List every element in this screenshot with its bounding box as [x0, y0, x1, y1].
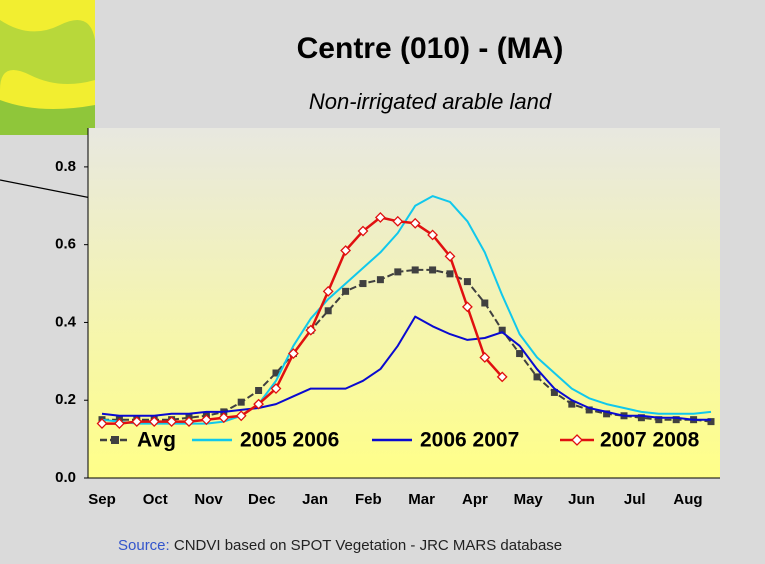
legend-label: 2005 2006	[240, 429, 339, 452]
plot-area	[88, 128, 720, 478]
x-tick-label: Feb	[355, 491, 382, 508]
source-text: CNDVI based on SPOT Vegetation - JRC MAR…	[174, 537, 562, 554]
marker	[325, 307, 332, 314]
chart-title: Centre (010) - (MA)	[297, 32, 564, 65]
marker	[481, 300, 488, 307]
source: Source: CNDVI based on SPOT Vegetation -…	[118, 537, 562, 554]
x-tick-label: May	[514, 491, 544, 508]
marker	[464, 278, 471, 285]
x-tick-label: Aug	[673, 491, 702, 508]
x-tick-label: Jan	[302, 491, 328, 508]
x-tick-label: Mar	[408, 491, 435, 508]
legend-label: 2007 2008	[600, 429, 700, 452]
legend-label: 2006 2007	[420, 429, 519, 452]
marker	[429, 266, 436, 273]
x-tick-label: Jun	[568, 491, 595, 508]
x-tick-label: Dec	[248, 491, 276, 508]
y-tick-label: 0.4	[55, 313, 77, 330]
chart: Centre (010) - (MA) Non-irrigated arable…	[0, 0, 765, 564]
marker	[534, 373, 541, 380]
marker	[412, 266, 419, 273]
page: {"chart_data": {"type": "line", "title":…	[0, 0, 765, 564]
legend-label: Avg	[137, 429, 176, 452]
source-label: Source:	[118, 537, 170, 554]
marker	[342, 288, 349, 295]
y-tick-label: 0.2	[55, 391, 76, 408]
x-tick-label: Nov	[194, 491, 223, 508]
y-tick-label: 0.0	[55, 469, 76, 486]
legend-marker	[111, 436, 119, 444]
y-tick-label: 0.6	[55, 236, 76, 253]
marker	[360, 280, 367, 287]
x-tick-label: Oct	[143, 491, 168, 508]
marker	[238, 399, 245, 406]
y-tick-label: 0.8	[55, 158, 76, 175]
x-tick-label: Apr	[462, 491, 488, 508]
chart-subtitle: Non-irrigated arable land	[309, 89, 552, 114]
x-tick-label: Jul	[624, 491, 646, 508]
x-tick-label: Sep	[88, 491, 116, 508]
marker	[394, 268, 401, 275]
marker	[447, 270, 454, 277]
marker	[377, 276, 384, 283]
marker	[516, 350, 523, 357]
marker	[255, 387, 262, 394]
